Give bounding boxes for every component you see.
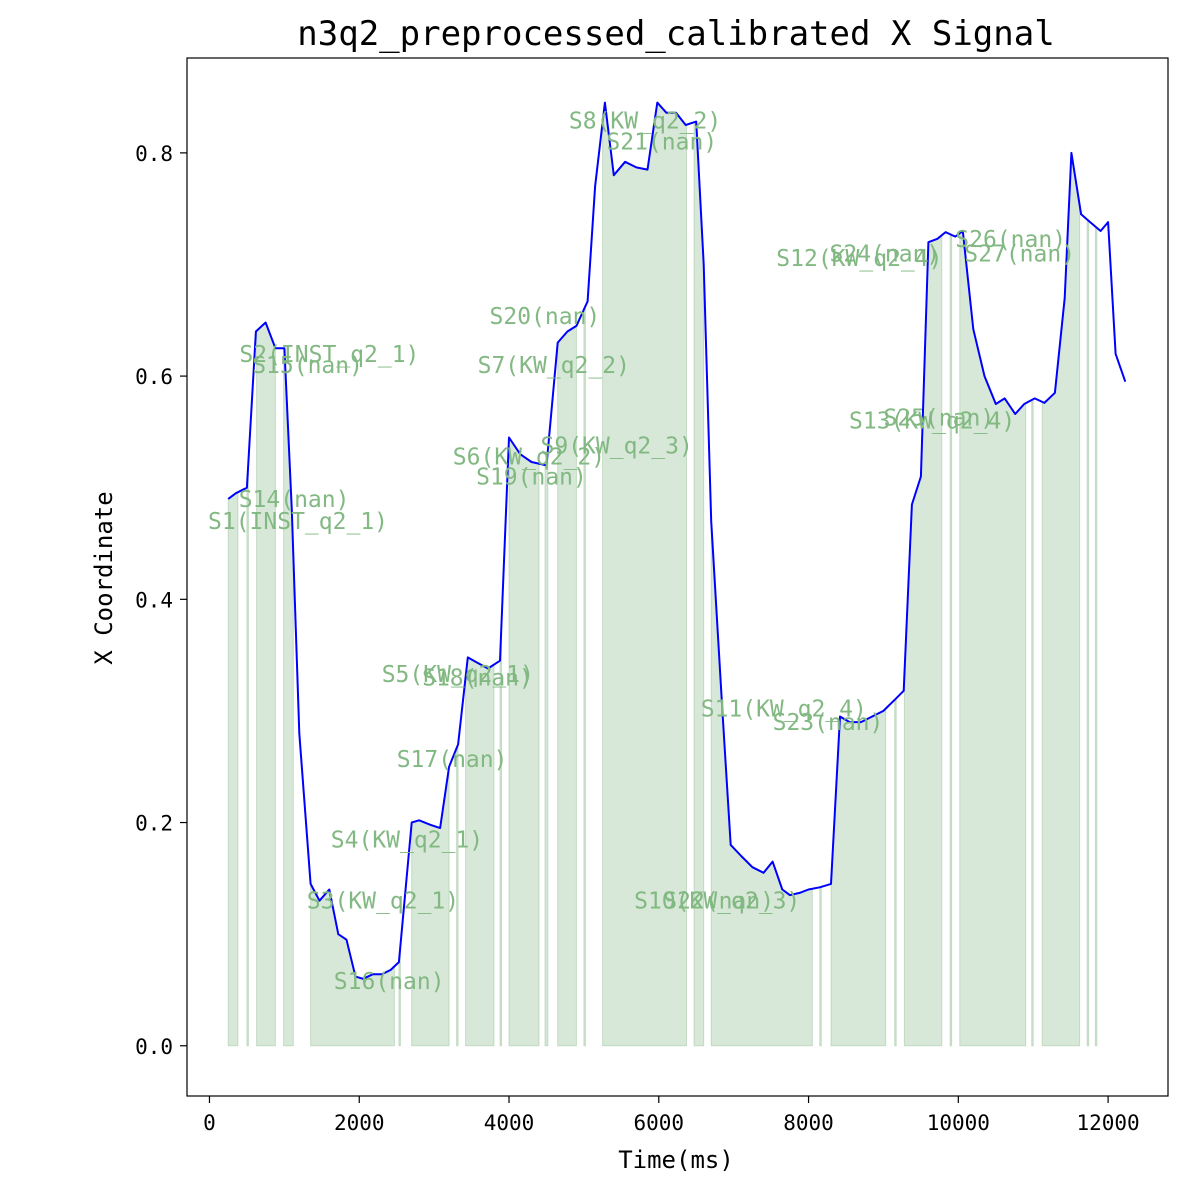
segment-band-14 — [583, 305, 586, 1047]
y-axis: 0.0 0.2 0.4 0.6 0.8 — [135, 142, 187, 1059]
y-tick-label: 0.4 — [135, 588, 173, 612]
segment-label: S10(KW_q2_3) — [634, 889, 800, 915]
y-tick-label: 0.6 — [135, 365, 173, 389]
segment-band-26 — [1086, 218, 1090, 1047]
segment-band-19 — [830, 707, 887, 1047]
x-tick-label: 2000 — [334, 1111, 385, 1135]
segment-band-25 — [1041, 152, 1081, 1047]
segment-label: S8(KW_q2_2) — [569, 109, 721, 135]
plot-frame — [186, 57, 1169, 1097]
segment-band-12 — [544, 448, 549, 1047]
segment-label: S9(KW_q2_3) — [541, 433, 693, 459]
segment-band-22 — [949, 233, 953, 1047]
chart-title: n3q2_preprocessed_calibrated X Signal — [297, 14, 1054, 54]
segment-label: S19(nan) — [476, 465, 587, 491]
signal-line — [227, 101, 1127, 980]
segment-label: S13(KW_q2_4) — [849, 409, 1015, 435]
segment-band-11 — [508, 435, 540, 1047]
segment-label: S17(nan) — [397, 747, 508, 773]
segment-band-24 — [1031, 398, 1034, 1047]
segment-label: S16(nan) — [334, 969, 445, 995]
segment-label: S26(nan) — [955, 227, 1066, 253]
segment-label: S14(nan) — [239, 487, 350, 513]
segment-annotations: S1(INST_q2_1)S14(nan) S2(INST_q2_1)S15(na… — [208, 109, 1075, 996]
segment-label: S24(nan) — [830, 241, 941, 267]
segment-label: S1(INST_q2_1) — [208, 509, 388, 535]
segment-label: S22(nan) — [663, 889, 774, 915]
y-tick-label: 0.0 — [135, 1035, 173, 1059]
segment-label: S6(KW_q2_2) — [453, 445, 605, 471]
segment-band-3 — [256, 321, 276, 1047]
segment-label: S2(INST_q2_1) — [239, 342, 419, 368]
segment-label: S4(KW_q2_1) — [331, 827, 483, 853]
segment-label: S27(nan) — [964, 241, 1075, 267]
signal-series — [227, 101, 1127, 980]
segment-band-2 — [246, 461, 249, 1047]
segment-band-23 — [959, 230, 1027, 1047]
y-tick-label: 0.8 — [135, 142, 173, 166]
segment-label: S18(nan) — [422, 666, 533, 692]
segment-band-21 — [903, 234, 943, 1047]
x-tick-label: 10000 — [927, 1111, 990, 1135]
segment-label: S3(KW_q2_1) — [307, 889, 459, 915]
x-axis: 0 2000 4000 6000 8000 10000 12000 — [203, 1096, 1140, 1135]
segment-band-1 — [227, 491, 239, 1047]
segment-label: S11(KW_q2_4) — [701, 697, 867, 723]
segment-band-20 — [894, 697, 897, 1047]
segment-label: S23(nan) — [773, 710, 884, 736]
segment-label: S15(nan) — [252, 353, 363, 379]
y-axis-label: X Coordinate — [90, 491, 118, 664]
segment-band-18 — [819, 886, 822, 1047]
x-tick-label: 6000 — [633, 1111, 684, 1135]
segment-label: S20(nan) — [490, 304, 601, 330]
segment-label: S5(KW_q2_1) — [382, 662, 534, 688]
y-tick-label: 0.2 — [135, 812, 173, 836]
segment-label: S12(KW_q2_4) — [776, 246, 942, 272]
segment-label: S7(KW_q2_2) — [478, 353, 630, 379]
segment-label: S25(nan) — [883, 405, 994, 431]
x-tick-label: 4000 — [484, 1111, 535, 1135]
x-tick-label: 12000 — [1076, 1111, 1139, 1135]
segment-label: S21(nan) — [606, 130, 717, 156]
segment-band-27 — [1094, 225, 1098, 1047]
x-tick-label: 8000 — [783, 1111, 834, 1135]
x-tick-label: 0 — [203, 1111, 216, 1135]
x-axis-label: Time(ms) — [618, 1146, 734, 1174]
